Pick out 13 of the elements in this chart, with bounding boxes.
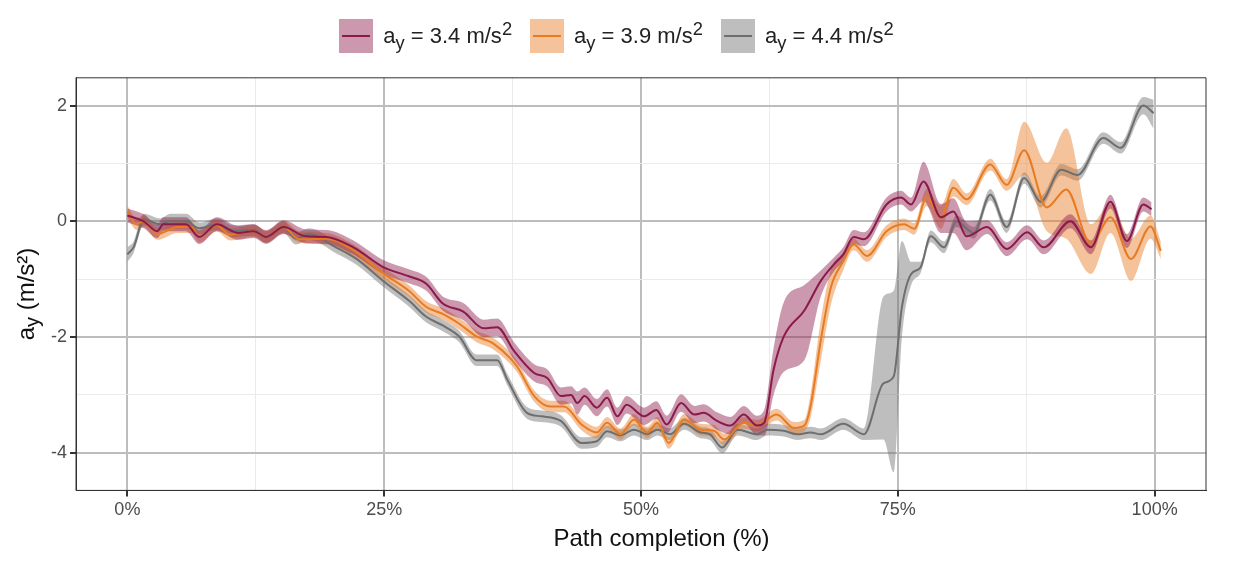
legend-label: a$_{y}$ = 3.9 m/s$^{2}$ bbox=[574, 18, 703, 54]
x-axis-title: Path completion (%) bbox=[552, 524, 771, 552]
legend-label: a$_{y}$ = 4.4 m/s$^{2}$ bbox=[764, 18, 894, 54]
x-tick-label: 100% bbox=[1131, 499, 1178, 520]
y-tick-label: -4 bbox=[50, 441, 67, 462]
y-tick-label: 2 bbox=[56, 94, 67, 115]
x-tick-label: 25% bbox=[366, 499, 403, 520]
x-tick-label: 50% bbox=[622, 499, 660, 520]
y-tick-label: 0 bbox=[56, 210, 67, 231]
x-tick-label: 0% bbox=[114, 499, 141, 520]
x-tick-label: 75% bbox=[879, 499, 916, 520]
y-tick-label: -2 bbox=[50, 326, 67, 347]
legend-label: a$_{y}$ = 3.4 m/s$^{2}$ bbox=[383, 18, 513, 54]
